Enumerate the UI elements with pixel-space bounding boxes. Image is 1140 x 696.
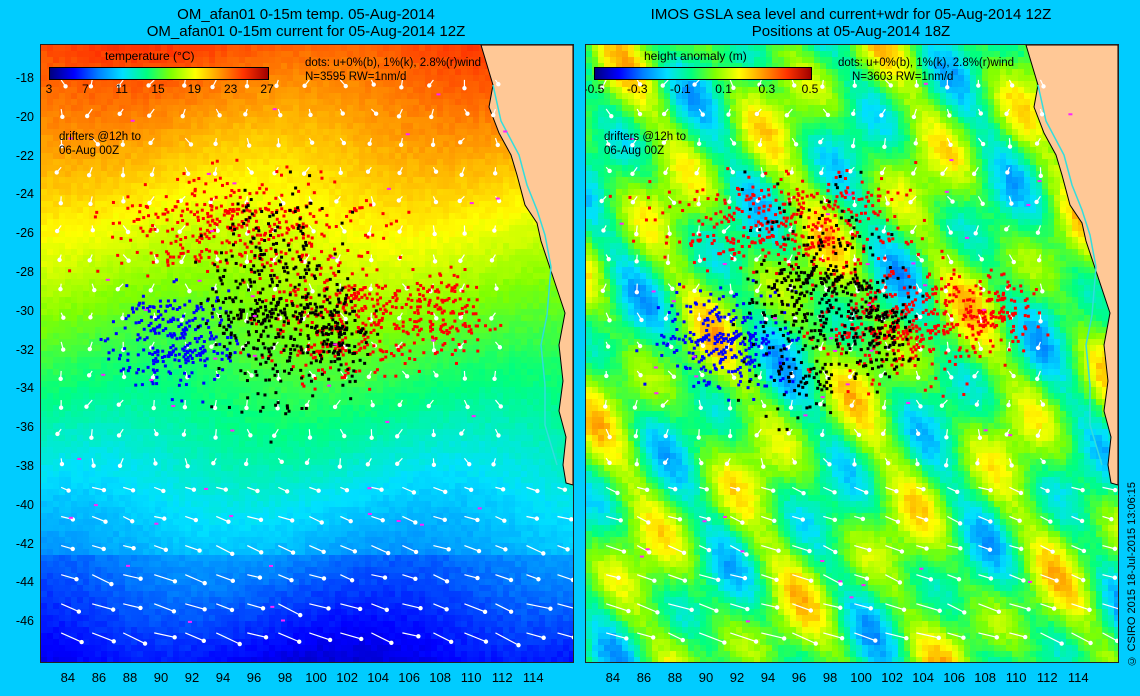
left-shelf-contour: [540, 266, 558, 466]
copyright-credit: © CSIRO 2015 18-Jul-2015 13:06:15: [1126, 482, 1138, 666]
right-lon-tick-98: 98: [823, 670, 837, 685]
left-lon-tick-98: 98: [278, 670, 292, 685]
right-lon-tick-104: 104: [912, 670, 934, 685]
temperature-colorbar-tick-4: 19: [188, 82, 201, 96]
right-title-line1: IMOS GSLA sea level and current+wdr for …: [585, 6, 1117, 23]
lat-tick-m36: -36: [0, 420, 34, 434]
left-drifter-dots: [68, 93, 508, 623]
right-current-vectors: [599, 79, 1118, 646]
right-lon-tick-100: 100: [850, 670, 872, 685]
lat-tick-m26: -26: [0, 226, 34, 240]
right-legend-count: N=3603 RW=1nm/d: [852, 71, 953, 83]
lat-tick-m46: -46: [0, 614, 34, 628]
right-lon-tick-84: 84: [606, 670, 620, 685]
left-lon-tick-112: 112: [492, 670, 513, 685]
height-colorbar-tick-3: 0.1: [715, 82, 732, 96]
temperature-colorbar-tick-2: 11: [115, 82, 127, 96]
left-lon-tick-114: 114: [523, 670, 544, 685]
right-lon-tick-88: 88: [668, 670, 682, 685]
left-lon-tick-102: 102: [336, 670, 358, 685]
temperature-colorbar-tick-3: 15: [151, 82, 164, 96]
left-title-line2: OM_afan01 0-15m current for 05-Aug-2014 …: [40, 23, 572, 40]
left-drifters-line1: drifters @12h to: [59, 131, 141, 143]
left-lon-tick-104: 104: [367, 670, 389, 685]
right-lon-tick-92: 92: [730, 670, 744, 685]
lat-tick-m22: -22: [0, 149, 34, 163]
left-lon-tick-84: 84: [61, 670, 75, 685]
right-drifters-line2: 06-Aug 00Z: [604, 145, 664, 157]
height-colorbar-tick-0: -0.5: [586, 82, 604, 96]
height-colorbar: [594, 67, 812, 80]
right-shelf-contour: [1085, 266, 1103, 466]
left-land-mass: [480, 45, 573, 486]
right-coast-contour: [1037, 84, 1097, 268]
lat-tick-m18: -18: [0, 71, 34, 85]
left-coast-contour: [492, 84, 552, 268]
left-lon-tick-94: 94: [216, 670, 230, 685]
height-colorbar-tick-4: 0.3: [758, 82, 775, 96]
lat-tick-m30: -30: [0, 304, 34, 318]
temperature-map-canvas: [41, 45, 573, 662]
right-lon-tick-114: 114: [1068, 670, 1089, 685]
lat-tick-m34: -34: [0, 381, 34, 395]
height-colorbar-tick-1: -0.3: [627, 82, 648, 96]
right-drifters-line1: drifters @12h to: [604, 131, 686, 143]
height-anomaly-map: height anomaly (m) -0.5 -0.3 -0.1 0.1 0.3 0.5…: [585, 44, 1119, 663]
right-lon-tick-96: 96: [792, 670, 806, 685]
right-lon-tick-112: 112: [1037, 670, 1058, 685]
right-lon-tick-108: 108: [974, 670, 996, 685]
lat-tick-m44: -44: [0, 575, 34, 589]
temperature-map: temperature (°C) 3 7 11 15 19 23 27 dots: u+0%…: [40, 44, 574, 663]
right-lon-tick-94: 94: [761, 670, 775, 685]
temperature-colorbar-tick-6: 27: [260, 82, 273, 96]
left-title-line1: OM_afan01 0-15m temp. 05-Aug-2014: [40, 6, 572, 23]
left-lon-tick-110: 110: [461, 670, 482, 685]
temperature-colorbar-tick-1: 7: [82, 82, 89, 96]
right-land-mass: [1025, 45, 1118, 486]
height-colorbar-tick-5: 0.5: [802, 82, 819, 96]
left-title: OM_afan01 0-15m temp. 05-Aug-2014 OM_afa…: [40, 6, 572, 40]
left-lon-tick-90: 90: [154, 670, 168, 685]
lat-tick-m42: -42: [0, 537, 34, 551]
lat-tick-m20: -20: [0, 110, 34, 124]
left-lon-tick-106: 106: [398, 670, 420, 685]
height-anomaly-map-canvas: [586, 45, 1118, 662]
lat-tick-m24: -24: [0, 187, 34, 201]
right-lon-tick-90: 90: [699, 670, 713, 685]
right-lon-tick-102: 102: [881, 670, 903, 685]
left-legend-count: N=3595 RW=1nm/d: [305, 71, 406, 83]
left-lon-tick-92: 92: [185, 670, 199, 685]
right-title: IMOS GSLA sea level and current+wdr for …: [585, 6, 1117, 40]
right-lon-tick-110: 110: [1006, 670, 1027, 685]
left-lon-tick-108: 108: [429, 670, 451, 685]
height-colorbar-tick-2: -0.1: [670, 82, 691, 96]
temperature-colorbar-tick-0: 3: [46, 82, 53, 96]
right-lon-tick-86: 86: [637, 670, 651, 685]
right-lon-tick-106: 106: [943, 670, 965, 685]
right-drifter-dots: [608, 82, 1073, 623]
temperature-colorbar-tick-5: 23: [224, 82, 237, 96]
temperature-colorbar-title: temperature (°C): [105, 49, 195, 63]
left-lon-tick-100: 100: [305, 670, 327, 685]
left-drifters-line2: 06-Aug 00Z: [59, 145, 119, 157]
left-current-vectors: [54, 79, 573, 648]
left-legend-dots: dots: u+0%(b), 1%(k), 2.8%(r)wind: [305, 57, 481, 69]
right-legend-dots: dots: u+0%(b), 1%(k), 2.8%(r)wind: [838, 57, 1014, 69]
lat-tick-m32: -32: [0, 343, 34, 357]
lat-tick-m38: -38: [0, 459, 34, 473]
left-lon-tick-86: 86: [92, 670, 106, 685]
height-colorbar-title: height anomaly (m): [644, 49, 747, 63]
lat-tick-m28: -28: [0, 265, 34, 279]
right-title-line2: Positions at 05-Aug-2014 18Z: [585, 23, 1117, 40]
lat-tick-m40: -40: [0, 498, 34, 512]
temperature-colorbar: [49, 67, 269, 80]
left-lon-tick-96: 96: [247, 670, 261, 685]
left-lon-tick-88: 88: [123, 670, 137, 685]
